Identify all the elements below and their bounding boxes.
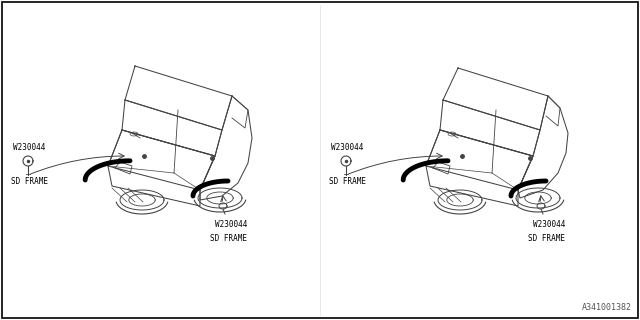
Text: SD FRAME: SD FRAME	[329, 177, 366, 186]
Text: SD FRAME: SD FRAME	[11, 177, 48, 186]
Text: W230044: W230044	[533, 220, 565, 229]
Text: W230044: W230044	[13, 143, 45, 152]
Text: SD FRAME: SD FRAME	[210, 234, 247, 243]
Text: SD FRAME: SD FRAME	[528, 234, 565, 243]
Text: W230044: W230044	[331, 143, 364, 152]
Text: W230044: W230044	[215, 220, 248, 229]
Text: A341001382: A341001382	[582, 303, 632, 312]
